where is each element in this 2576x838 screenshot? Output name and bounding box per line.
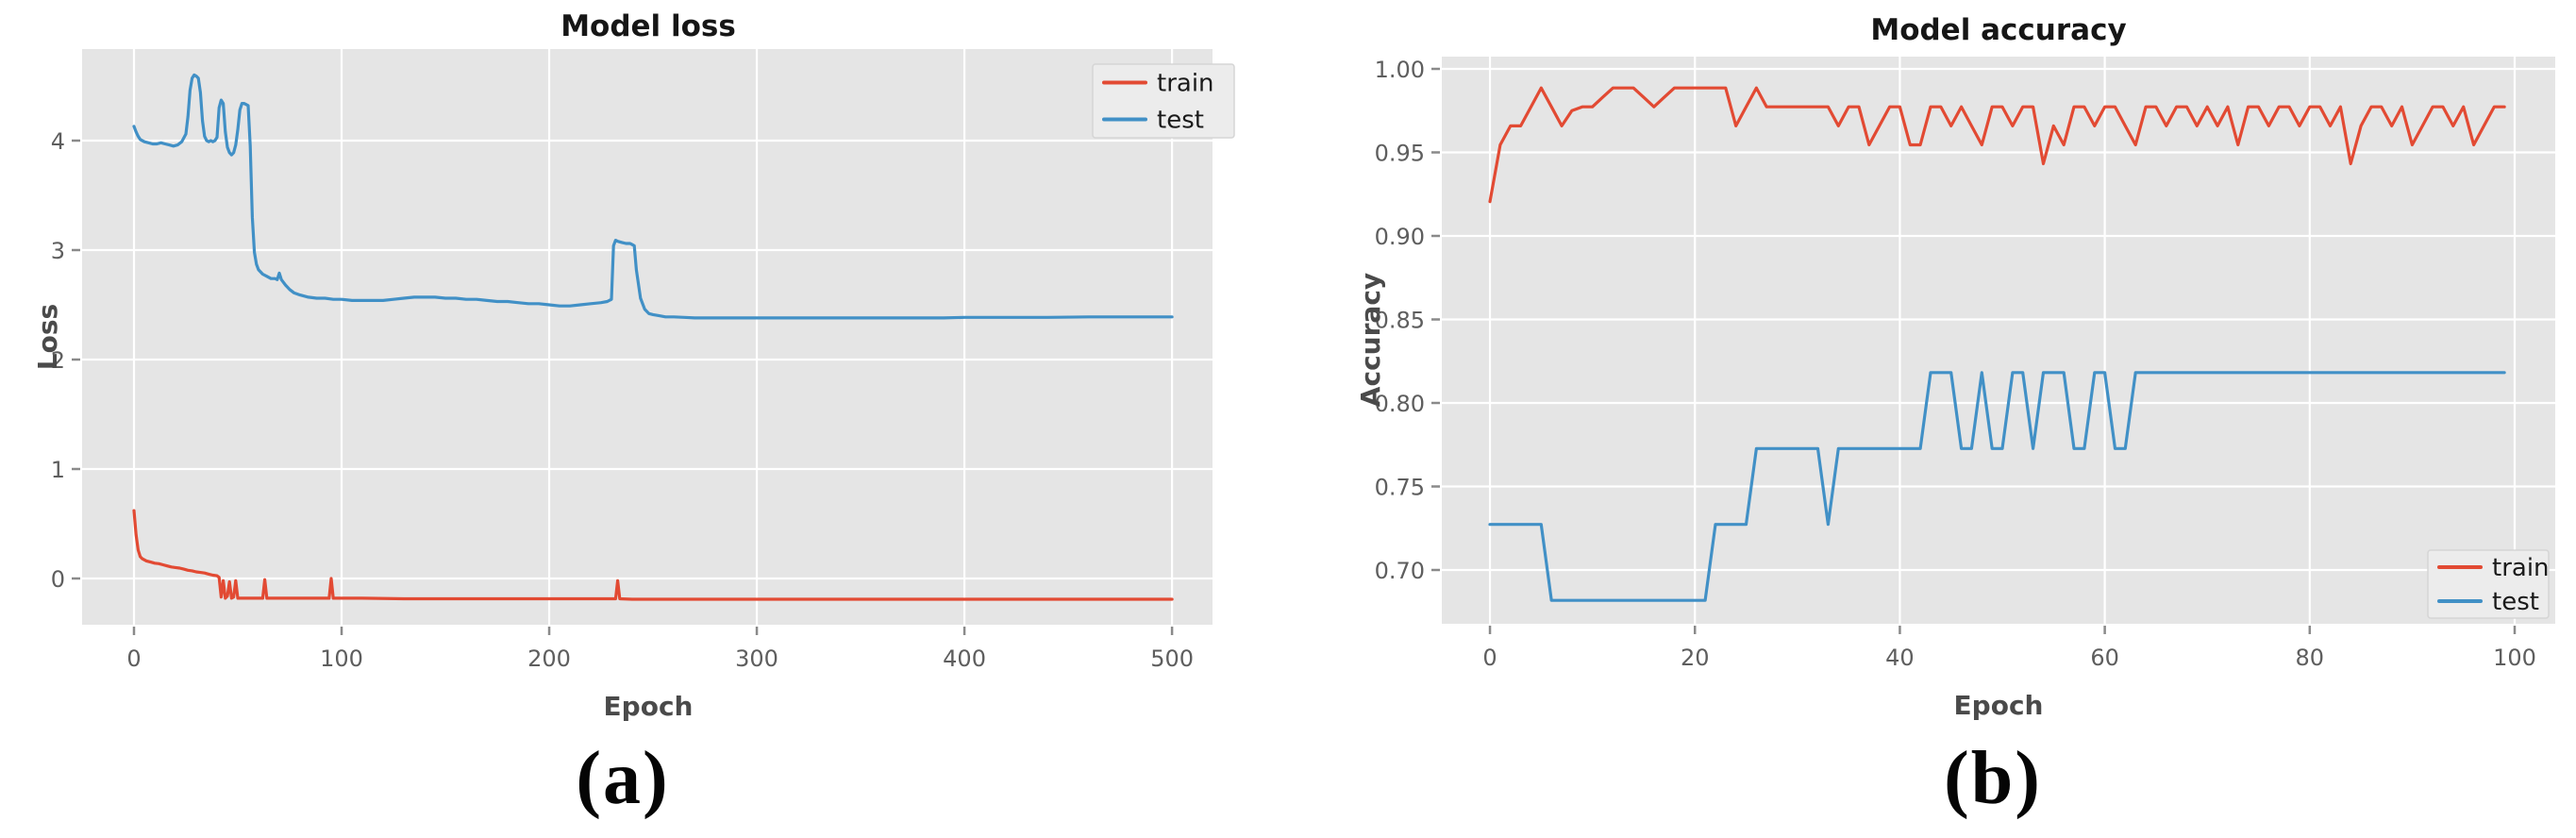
y-tick-label-b: 0.80 <box>1375 391 1425 417</box>
x-tick-label-b: 0 <box>1482 645 1497 671</box>
plot-area-a <box>82 49 1213 625</box>
y-axis-label-a: Loss <box>32 304 63 370</box>
x-axis-label-a: Epoch <box>604 691 694 722</box>
series-train-line-b <box>1488 86 2506 204</box>
x-tick-label-a: 100 <box>320 645 363 672</box>
legend-label-test-b: test <box>2492 588 2539 616</box>
y-tick-label-b: 0.90 <box>1375 224 1425 250</box>
x-tick-label-b: 40 <box>1885 645 1915 671</box>
legend-label-test-a: test <box>1157 107 1204 135</box>
legend-label-train-a: train <box>1157 70 1214 98</box>
x-tick-label-a: 300 <box>735 645 778 672</box>
x-tick-label-b: 20 <box>1681 645 1710 671</box>
y-tick-label-a: 3 <box>51 238 65 264</box>
chart-title-a: Model loss <box>560 9 736 43</box>
x-tick-label-a: 0 <box>126 645 141 672</box>
x-tick-label-a: 400 <box>943 645 986 672</box>
series-train-line-a <box>132 509 1174 601</box>
y-tick-label-b: 0.95 <box>1375 140 1425 166</box>
legend-label-train-b: train <box>2492 554 2550 582</box>
series-test-line-a <box>132 73 1174 320</box>
x-tick-label-b: 100 <box>2493 645 2536 671</box>
y-tick-label-b: 0.75 <box>1375 475 1425 501</box>
y-tick-label-b: 1.00 <box>1375 57 1425 83</box>
x-tick-label-b: 80 <box>2296 645 2325 671</box>
chart-title-b: Model accuracy <box>1870 13 2126 47</box>
x-axis-label-b: Epoch <box>1954 690 2044 721</box>
x-tick-label-a: 200 <box>527 645 571 672</box>
caption-b: (b) <box>1944 737 2042 820</box>
series-test-line-b <box>1488 371 2506 602</box>
plot-area-b <box>1442 57 2555 624</box>
x-tick-label-b: 60 <box>2090 645 2119 671</box>
y-tick-label-b: 0.70 <box>1375 558 1425 584</box>
caption-a: (a) <box>576 737 670 820</box>
y-tick-label-a: 2 <box>51 347 65 374</box>
y-tick-label-a: 1 <box>51 457 65 483</box>
y-tick-label-a: 0 <box>51 566 65 593</box>
y-tick-label-b: 0.85 <box>1375 307 1425 333</box>
y-tick-label-a: 4 <box>51 128 65 155</box>
y-axis-label-b: Accuracy <box>1355 273 1386 407</box>
x-tick-label-a: 500 <box>1150 645 1194 672</box>
